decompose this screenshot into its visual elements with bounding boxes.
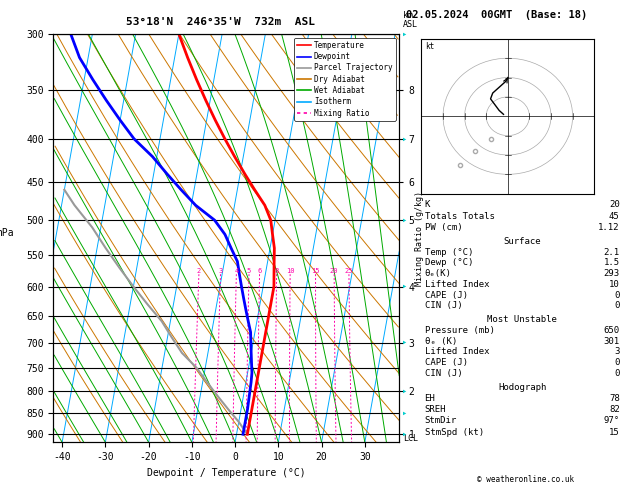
Text: StmDir: StmDir (425, 417, 457, 425)
Text: 2.1: 2.1 (603, 247, 620, 257)
Text: ▶: ▶ (403, 137, 406, 141)
Text: CIN (J): CIN (J) (425, 301, 462, 311)
Text: CAPE (J): CAPE (J) (425, 291, 467, 300)
Text: 82: 82 (609, 405, 620, 414)
Text: 10: 10 (286, 268, 294, 274)
Text: SREH: SREH (425, 405, 446, 414)
Text: 45: 45 (609, 211, 620, 221)
Text: PW (cm): PW (cm) (425, 223, 462, 232)
Text: 650: 650 (603, 326, 620, 335)
Text: 97°: 97° (603, 417, 620, 425)
Text: 1.12: 1.12 (598, 223, 620, 232)
Text: 53°18'N  246°35'W  732m  ASL: 53°18'N 246°35'W 732m ASL (126, 17, 314, 27)
X-axis label: Dewpoint / Temperature (°C): Dewpoint / Temperature (°C) (147, 468, 306, 478)
Legend: Temperature, Dewpoint, Parcel Trajectory, Dry Adiabat, Wet Adiabat, Isotherm, Mi: Temperature, Dewpoint, Parcel Trajectory… (294, 38, 396, 121)
Text: Hodograph: Hodograph (498, 383, 546, 392)
Text: Most Unstable: Most Unstable (487, 314, 557, 324)
Text: 25: 25 (345, 268, 353, 274)
Text: Mixing Ratio (g/kg): Mixing Ratio (g/kg) (415, 191, 424, 286)
Text: CAPE (J): CAPE (J) (425, 358, 467, 367)
Text: 02.05.2024  00GMT  (Base: 18): 02.05.2024 00GMT (Base: 18) (406, 10, 587, 20)
Text: 78: 78 (609, 394, 620, 403)
Text: 2: 2 (197, 268, 201, 274)
Text: EH: EH (425, 394, 435, 403)
Text: Temp (°C): Temp (°C) (425, 247, 473, 257)
Text: ▶: ▶ (403, 284, 406, 289)
Text: 8: 8 (274, 268, 279, 274)
Text: K: K (425, 200, 430, 209)
Text: 1.5: 1.5 (603, 259, 620, 267)
Text: 293: 293 (603, 269, 620, 278)
Text: Surface: Surface (503, 237, 541, 246)
Text: StmSpd (kt): StmSpd (kt) (425, 428, 484, 436)
Text: θₑ(K): θₑ(K) (425, 269, 452, 278)
Text: 5: 5 (247, 268, 251, 274)
Text: 15: 15 (311, 268, 320, 274)
Text: ▶: ▶ (403, 218, 406, 223)
Y-axis label: hPa: hPa (0, 228, 14, 238)
Text: 3: 3 (615, 347, 620, 357)
Text: ▶: ▶ (403, 32, 406, 36)
Text: Pressure (mb): Pressure (mb) (425, 326, 494, 335)
Text: θₑ (K): θₑ (K) (425, 336, 457, 346)
Text: 10: 10 (609, 280, 620, 289)
Text: 0: 0 (615, 358, 620, 367)
Text: 6: 6 (257, 268, 262, 274)
Text: 0: 0 (615, 301, 620, 311)
Text: 20: 20 (330, 268, 338, 274)
Text: ▶: ▶ (403, 389, 406, 394)
Text: ▶: ▶ (403, 340, 406, 345)
Text: 301: 301 (603, 336, 620, 346)
Text: 4: 4 (234, 268, 238, 274)
Text: © weatheronline.co.uk: © weatheronline.co.uk (477, 474, 574, 484)
Text: 0: 0 (615, 369, 620, 379)
Text: LCL: LCL (403, 434, 418, 443)
Text: Dewp (°C): Dewp (°C) (425, 259, 473, 267)
Text: ▶: ▶ (403, 432, 406, 437)
Text: 0: 0 (615, 291, 620, 300)
Text: 3: 3 (218, 268, 223, 274)
Text: Totals Totals: Totals Totals (425, 211, 494, 221)
Text: ▶: ▶ (403, 411, 406, 416)
Text: 20: 20 (609, 200, 620, 209)
Text: Lifted Index: Lifted Index (425, 280, 489, 289)
Text: km
ASL: km ASL (403, 11, 418, 29)
Text: CIN (J): CIN (J) (425, 369, 462, 379)
Text: Lifted Index: Lifted Index (425, 347, 489, 357)
Text: 15: 15 (609, 428, 620, 436)
Text: kt: kt (425, 42, 434, 51)
